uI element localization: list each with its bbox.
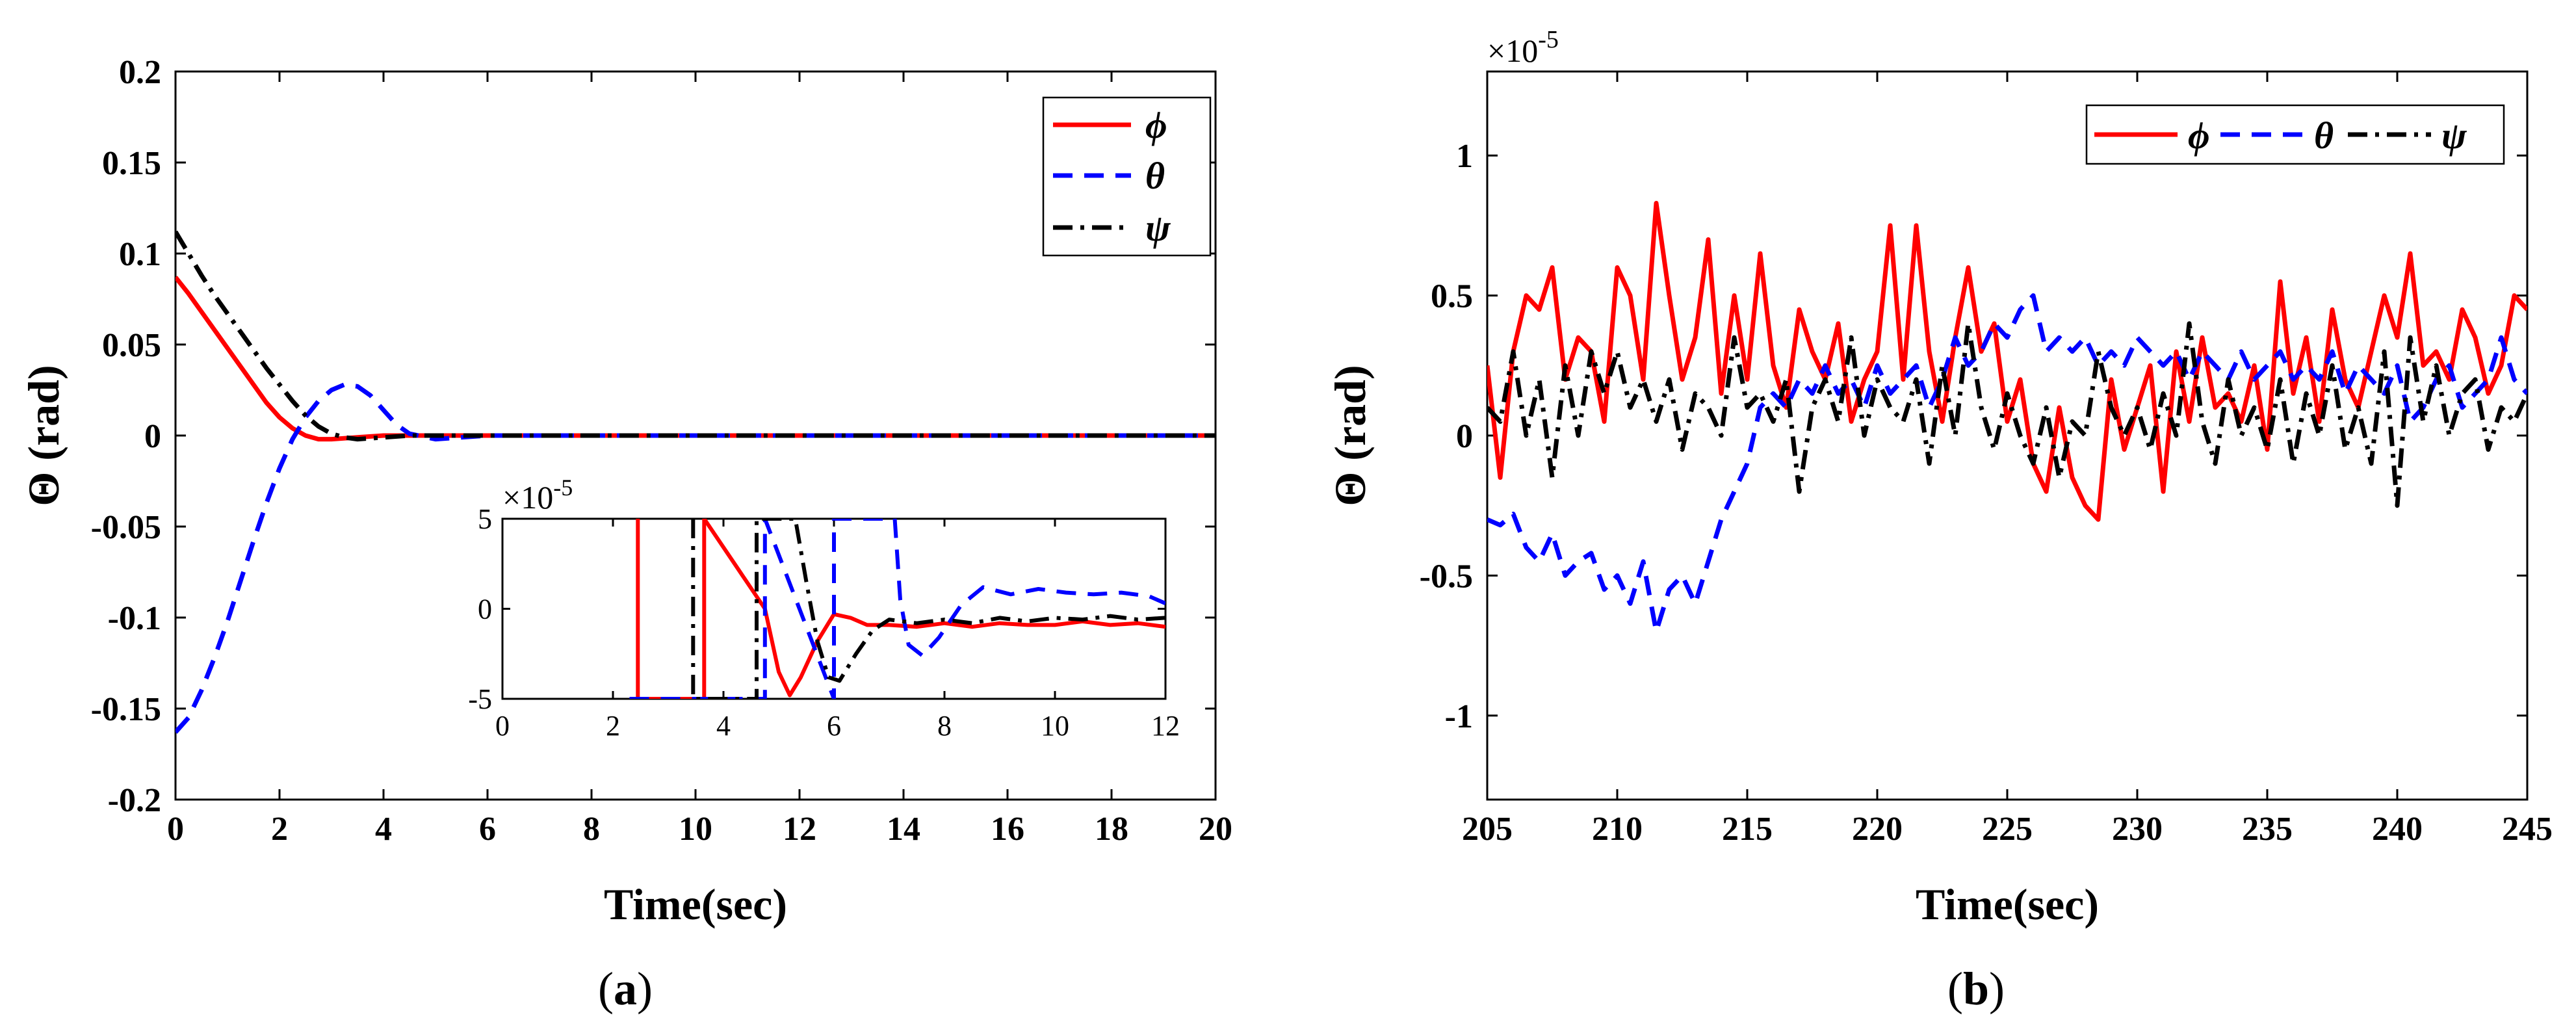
legend-b-label-psi: ψ (2441, 114, 2467, 157)
caption-b: (b) (1947, 963, 2005, 1015)
b-xtick-label-1: 210 (1592, 811, 1643, 848)
a-xtick-label-10: 20 (1199, 811, 1232, 848)
a-ytick-label-3: 0.05 (102, 327, 161, 364)
a-xtick-label-1: 2 (271, 811, 288, 848)
caption-a: (a) (598, 963, 653, 1015)
b-xtick-label-4: 225 (1982, 811, 2033, 848)
a-ytick-label-2: 0.1 (119, 236, 161, 273)
b-ytick-label-3: -0.5 (1420, 558, 1473, 595)
a-ytick-label-0: 0.2 (119, 54, 161, 91)
inset-series-psi (691, 519, 1165, 699)
b-xtick-label-0: 205 (1462, 811, 1513, 848)
b-series-psi (1487, 321, 2527, 508)
a-xtick-label-4: 8 (583, 811, 600, 848)
b-xtick-label-5: 230 (2112, 811, 2163, 848)
inset-xtick-label-1: 2 (606, 710, 620, 742)
a-xtick-label-6: 12 (783, 811, 816, 848)
ylabel-b: Θ (rad) (1325, 365, 1375, 506)
a-series-phi (176, 276, 1216, 442)
a-ytick-label-1: 0.15 (102, 145, 161, 182)
a-ytick-label-4: 0 (144, 418, 161, 455)
a-ytick-label-7: -0.15 (91, 691, 161, 728)
legend-b-label-phi: ϕ (2188, 114, 2210, 157)
panel-a: 0 2 4 6 8 10 12 14 16 18 200.20.150.10.050-0.05-0.… (19, 54, 1232, 1015)
legend-a: ϕ θ ψ (1042, 96, 1212, 257)
inset-multiplier: ×10-5 (502, 475, 573, 516)
a-ytick-label-8: -0.2 (108, 782, 161, 819)
inset-xtick-label-0: 0 (495, 710, 510, 742)
a-xtick-label-2: 4 (375, 811, 392, 848)
legend-a-label-theta: θ (1145, 155, 1165, 197)
b-ytick-label-1: 0.5 (1431, 278, 1473, 315)
b-series-theta (1487, 293, 2527, 634)
inset-xtick-label-2: 4 (716, 710, 731, 742)
b-ytick-label-2: 0 (1456, 418, 1473, 455)
a-xtick-label-8: 16 (991, 811, 1024, 848)
legend-b: ϕ θ ψ (2085, 104, 2505, 165)
inset-series-theta (629, 519, 1165, 699)
a-xtick-label-7: 14 (887, 811, 920, 848)
b-ytick-label-4: -1 (1445, 698, 1473, 735)
a-xtick-label-3: 6 (479, 811, 496, 848)
xlabel-b: Time(sec) (1916, 880, 2099, 929)
a-xtick-label-0: 0 (167, 811, 184, 848)
b-series-phi (1487, 201, 2527, 522)
a-ytick-label-5: -0.05 (91, 509, 161, 546)
b-xtick-label-7: 240 (2372, 811, 2423, 848)
inset-ytick-label-0: 5 (478, 503, 492, 535)
b-xtick-label-2: 215 (1722, 811, 1773, 848)
multiplier-b-exp: -5 (1538, 26, 1559, 53)
b-xtick-label-3: 220 (1852, 811, 1903, 848)
xlabel-a: Time(sec) (604, 880, 787, 929)
legend-a-label-psi: ψ (1145, 207, 1171, 249)
panel-b: 205 210 215 220 225 230 235 240 245 1 0.5 0 -0.5 -1 ×… (1325, 26, 2553, 1015)
a-xtick-label-9: 18 (1095, 811, 1128, 848)
inset-series-phi (636, 519, 1165, 699)
b-ytick-label-0: 1 (1456, 138, 1473, 175)
inset-ytick-label-2: -5 (468, 683, 492, 715)
b-xtick-label-8: 245 (2502, 811, 2553, 848)
inset-xtick-label-4: 8 (937, 710, 952, 742)
inset-xtick-label-5: 10 (1041, 710, 1069, 742)
inset-xtick-label-3: 6 (827, 710, 841, 742)
multiplier-b: ×10-5 (1487, 26, 1559, 69)
ylabel-a: Θ (rad) (19, 365, 68, 506)
inset-xtick-label-6: 12 (1151, 710, 1180, 742)
a-xtick-label-5: 10 (679, 811, 712, 848)
a-ytick-label-6: -0.1 (108, 600, 161, 637)
panel-b-axes (1486, 70, 2529, 801)
a-series-theta (176, 382, 1216, 734)
legend-b-label-theta: θ (2314, 114, 2334, 157)
a-series-psi (176, 230, 1216, 442)
inset-multiplier-exp: -5 (553, 475, 573, 501)
inset-ytick-label-1: 0 (478, 594, 492, 625)
legend-a-label-phi: ϕ (1145, 104, 1167, 146)
b-xtick-label-6: 235 (2242, 811, 2293, 848)
